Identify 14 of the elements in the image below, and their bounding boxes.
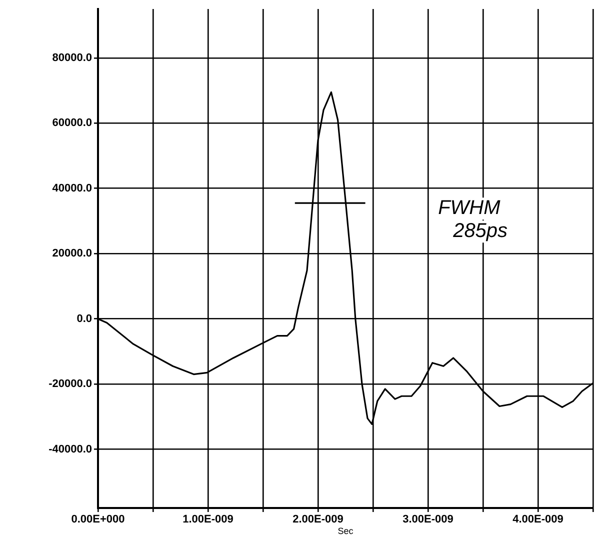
x-axis-title: Sec xyxy=(338,526,354,536)
x-tick-label: 1.00E-009 xyxy=(182,514,234,526)
x-tick-label: 2.00E-009 xyxy=(292,514,344,526)
annotation: FWHM 285ps xyxy=(438,197,508,242)
y-tick-label: 40000.0 xyxy=(52,182,92,194)
y-tick-label: 80000.0 xyxy=(52,52,92,64)
y-tick-label: 60000.0 xyxy=(52,117,92,130)
y-tick-label: -20000.0 xyxy=(48,378,92,390)
y-tick-label: 0.0 xyxy=(76,312,92,325)
x-tick-label: 3.00E-009 xyxy=(402,514,454,526)
y-tick-label: -40000.0 xyxy=(48,443,92,456)
x-tick-label: 4.00E-009 xyxy=(512,514,564,526)
x-tick-label: 0.00E+000 xyxy=(71,514,125,526)
y-tick-label: 20000.0 xyxy=(52,248,92,260)
